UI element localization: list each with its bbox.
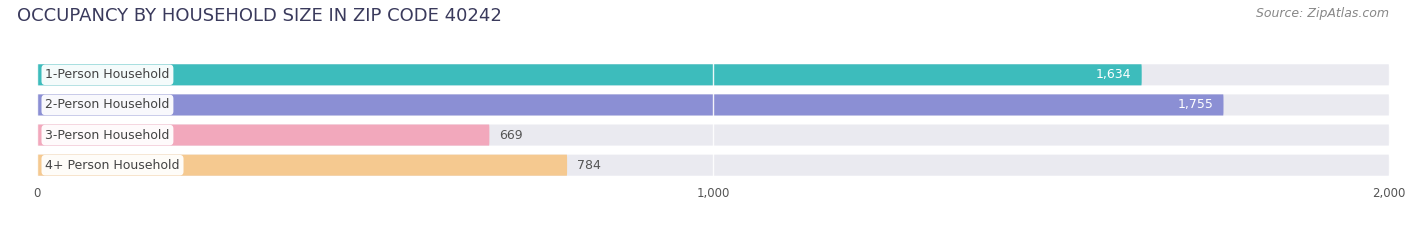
FancyBboxPatch shape	[37, 64, 1142, 85]
FancyBboxPatch shape	[37, 64, 1389, 85]
Text: 4+ Person Household: 4+ Person Household	[45, 159, 180, 172]
Text: 669: 669	[499, 129, 523, 142]
FancyBboxPatch shape	[37, 155, 567, 176]
FancyBboxPatch shape	[37, 94, 1223, 116]
Text: 784: 784	[578, 159, 602, 172]
Text: 3-Person Household: 3-Person Household	[45, 129, 170, 142]
FancyBboxPatch shape	[37, 94, 1389, 116]
Text: 2-Person Household: 2-Person Household	[45, 98, 170, 111]
FancyBboxPatch shape	[37, 124, 489, 146]
Text: OCCUPANCY BY HOUSEHOLD SIZE IN ZIP CODE 40242: OCCUPANCY BY HOUSEHOLD SIZE IN ZIP CODE …	[17, 7, 502, 25]
Text: 1,634: 1,634	[1097, 68, 1132, 81]
Text: 1-Person Household: 1-Person Household	[45, 68, 170, 81]
Text: 1,755: 1,755	[1177, 98, 1213, 111]
FancyBboxPatch shape	[37, 155, 1389, 176]
FancyBboxPatch shape	[37, 124, 1389, 146]
Text: Source: ZipAtlas.com: Source: ZipAtlas.com	[1256, 7, 1389, 20]
